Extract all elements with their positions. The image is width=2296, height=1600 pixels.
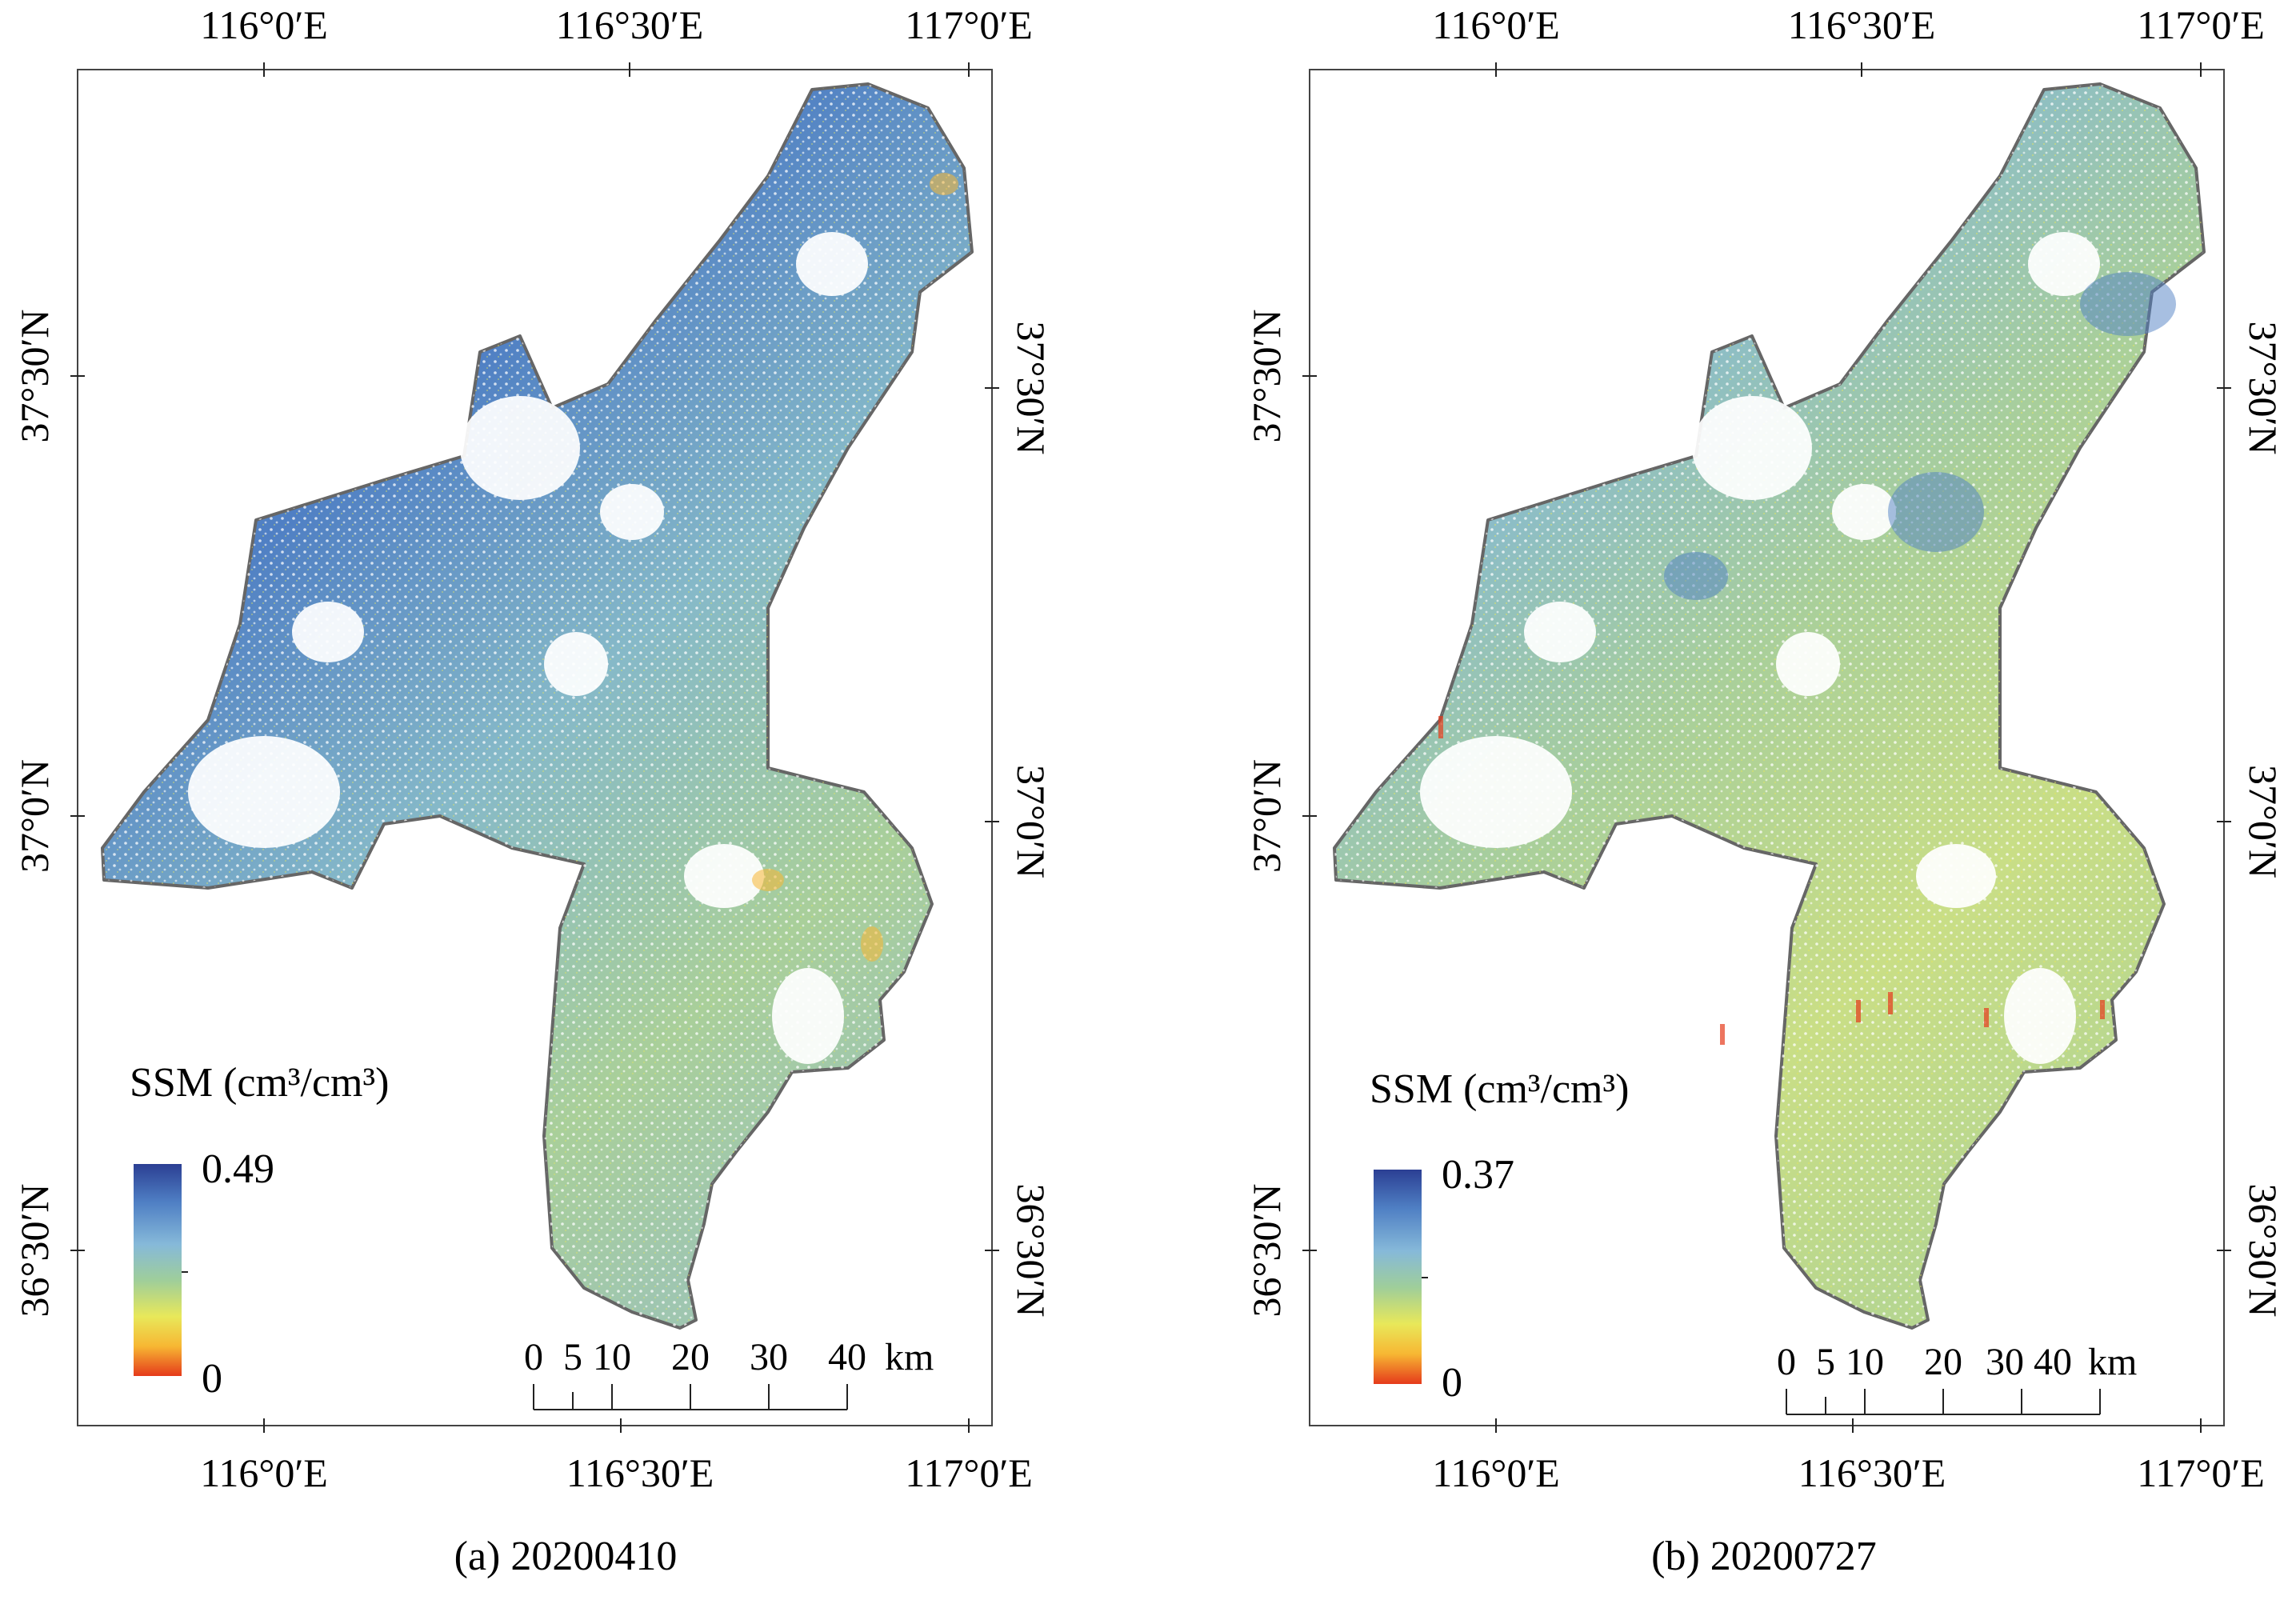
legend-min-value: 0 — [1442, 1360, 1462, 1406]
legend: SSM (cm³/cm³) 0.49 0 — [130, 1060, 389, 1402]
scale-unit: km — [885, 1336, 934, 1378]
bottom-lon-label-1: 116°0′E — [200, 1450, 328, 1495]
legend-max-value: 0.37 — [1442, 1152, 1514, 1198]
map-frame — [1309, 69, 2225, 1426]
scale-label-30: 30 — [1986, 1341, 2024, 1383]
top-lon-label-2: 116°30′E — [556, 2, 704, 47]
map-figure-a: 116°0′E 116°30′E 117°0′E 116°0′E 116°30′… — [12, 2, 1054, 1579]
panel-caption: (b) 20200727 — [1651, 1534, 1877, 1579]
graticule-ticks — [70, 62, 999, 1433]
bottom-lon-label-1: 116°0′E — [1432, 1450, 1560, 1495]
scale-label-0: 0 — [524, 1336, 543, 1378]
left-lat-label-3: 36°30′N — [12, 1183, 57, 1317]
urban-areas — [1420, 232, 2100, 1064]
legend-min-value: 0 — [202, 1356, 222, 1402]
legend-colorbar — [134, 1164, 182, 1376]
scale-bar: 0 5 10 20 30 40 km — [524, 1336, 934, 1410]
scale-label-0: 0 — [1777, 1341, 1796, 1383]
scale-bar: 0 5 10 20 30 40 km — [1777, 1341, 2137, 1415]
map-frame — [77, 69, 993, 1426]
bottom-lon-label-2: 116°30′E — [566, 1450, 714, 1495]
legend-title: SSM (cm³/cm³) — [1370, 1066, 1629, 1112]
right-lat-label-1: 37°30′N — [2241, 321, 2286, 454]
left-lat-label-1: 37°30′N — [1244, 309, 1289, 442]
legend-title: SSM (cm³/cm³) — [130, 1060, 389, 1106]
scale-label-20: 20 — [671, 1336, 710, 1378]
scale-label-20: 20 — [1924, 1341, 1962, 1383]
top-lon-label-3: 117°0′E — [2137, 2, 2265, 47]
dry-patches — [1438, 716, 2105, 1045]
legend-max-value: 0.49 — [202, 1146, 274, 1192]
right-lat-label-1: 37°30′N — [1009, 321, 1054, 454]
left-lat-label-3: 36°30′N — [1244, 1183, 1289, 1317]
urban-areas — [188, 232, 868, 1064]
left-lat-label-2: 37°0′N — [12, 759, 57, 873]
scale-label-10: 10 — [593, 1336, 631, 1378]
legend: SSM (cm³/cm³) 0.37 0 — [1370, 1066, 1629, 1406]
right-lat-label-2: 37°0′N — [1009, 765, 1054, 878]
right-lat-label-2: 37°0′N — [2241, 765, 2286, 878]
scale-label-30: 30 — [750, 1336, 788, 1378]
panel-caption: (a) 20200410 — [454, 1534, 678, 1579]
graticule-ticks — [1302, 62, 2231, 1433]
scale-unit: km — [2088, 1341, 2137, 1383]
right-lat-label-3: 36°30′N — [2241, 1183, 2286, 1317]
top-lon-label-1: 116°0′E — [200, 2, 328, 47]
map-panel-b: 116°0′E 116°30′E 117°0′E 116°0′E 116°30′… — [1232, 0, 2296, 1596]
top-lon-label-1: 116°0′E — [1432, 2, 1560, 47]
top-lon-label-2: 116°30′E — [1788, 2, 1936, 47]
wet-patches — [1664, 272, 2176, 600]
left-lat-label-2: 37°0′N — [1244, 759, 1289, 873]
scale-label-40: 40 — [2034, 1341, 2072, 1383]
bottom-lon-label-3: 117°0′E — [2137, 1450, 2265, 1495]
map-panel-a: 116°0′E 116°30′E 117°0′E 116°0′E 116°30′… — [0, 0, 1148, 1596]
scale-label-40: 40 — [828, 1336, 866, 1378]
bottom-lon-label-3: 117°0′E — [905, 1450, 1033, 1495]
legend-colorbar — [1374, 1170, 1422, 1384]
scale-label-10: 10 — [1846, 1341, 1884, 1383]
scale-label-5: 5 — [563, 1336, 582, 1378]
map-figure-b: 116°0′E 116°30′E 117°0′E 116°0′E 116°30′… — [1244, 2, 2286, 1579]
right-lat-label-3: 36°30′N — [1009, 1183, 1054, 1317]
ssm-texture — [102, 84, 972, 1328]
dry-patches — [752, 173, 958, 962]
scale-label-5: 5 — [1816, 1341, 1835, 1383]
left-lat-label-1: 37°30′N — [12, 309, 57, 442]
bottom-lon-label-2: 116°30′E — [1798, 1450, 1946, 1495]
top-lon-label-3: 117°0′E — [905, 2, 1033, 47]
